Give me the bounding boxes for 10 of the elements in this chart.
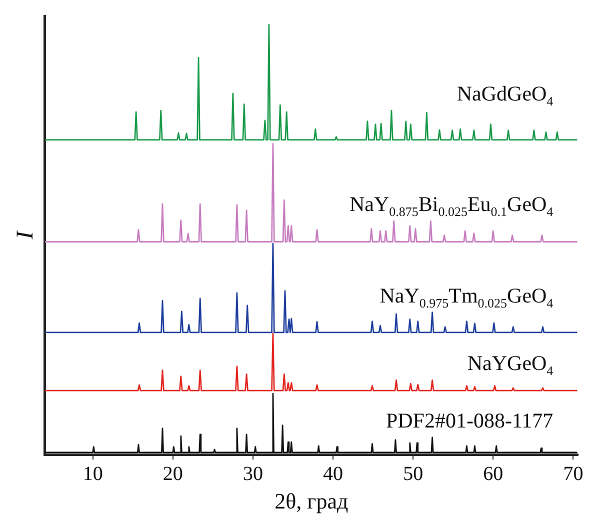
x-tick-label: 70 xyxy=(563,462,584,485)
y-axis-title: I xyxy=(12,230,39,240)
x-tick-label: 60 xyxy=(483,462,504,485)
x-tick-label: 40 xyxy=(323,462,344,485)
x-tick-label: 50 xyxy=(403,462,424,485)
x-axis-title: 2θ, град xyxy=(274,488,348,514)
x-tick-label: 30 xyxy=(242,462,263,485)
x-tick-label: 10 xyxy=(82,462,103,485)
x-tick-label: 20 xyxy=(162,462,183,485)
series-label: PDF2#01-088-1177 xyxy=(386,408,554,432)
